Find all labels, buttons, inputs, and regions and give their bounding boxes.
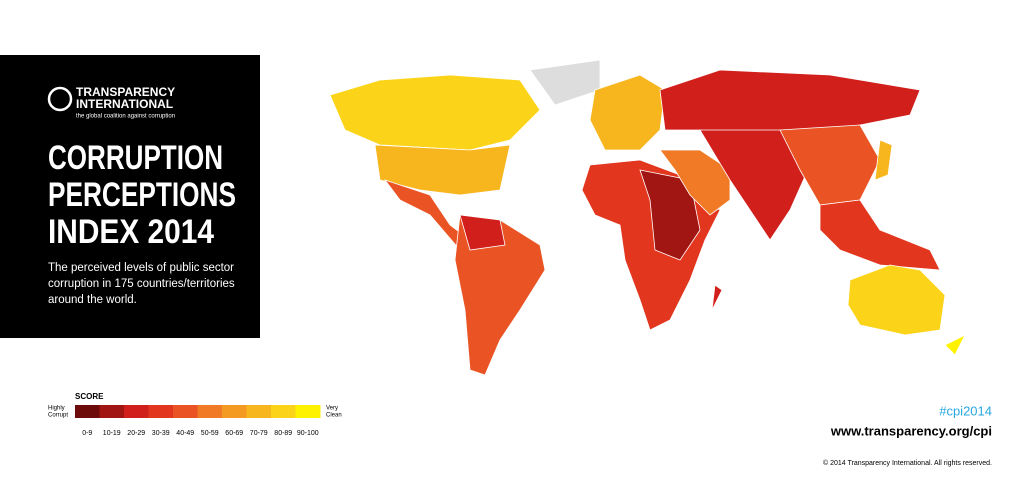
legend-swatch bbox=[124, 405, 149, 418]
description: around the world. bbox=[48, 294, 137, 306]
region bbox=[659, 149, 731, 216]
legend: 0-9 10-19 20-29 30-39 40-49 50-59 60-69 70-79 80… bbox=[75, 405, 321, 437]
legend-swatch bbox=[197, 405, 223, 418]
legend-label: 60-69 bbox=[225, 430, 243, 437]
legend-label: 0-9 bbox=[82, 430, 92, 437]
region bbox=[944, 334, 966, 356]
region bbox=[454, 214, 546, 376]
legend-swatch bbox=[148, 405, 174, 418]
description: corruption in 175 countries/territories bbox=[48, 278, 235, 290]
description: The perceived levels of public sector bbox=[48, 262, 234, 274]
legend-swatch bbox=[222, 405, 247, 418]
legend-swatch bbox=[246, 405, 272, 418]
legend-label: 30-39 bbox=[152, 430, 170, 437]
url: www.transparency.org/cpi bbox=[830, 423, 992, 438]
org-name: INTERNATIONAL bbox=[76, 97, 173, 111]
hashtag: #cpi2014 bbox=[939, 403, 992, 418]
region bbox=[847, 264, 946, 336]
region bbox=[329, 74, 541, 151]
legend-high: Clean bbox=[326, 413, 342, 419]
legend-low: Corrupt bbox=[48, 413, 68, 419]
world-map bbox=[329, 59, 966, 376]
legend-label: 50-59 bbox=[201, 430, 219, 437]
legend-swatch bbox=[271, 405, 296, 418]
legend-title: SCORE bbox=[75, 392, 104, 401]
legend-label: 40-49 bbox=[176, 430, 194, 437]
title: INDEX 2014 bbox=[48, 213, 214, 251]
legend-swatch bbox=[295, 405, 321, 418]
legend-label: 10-19 bbox=[103, 430, 121, 437]
legend-label: 80-89 bbox=[274, 430, 292, 437]
org-name: TRANSPARENCY bbox=[76, 85, 175, 99]
title-panel bbox=[0, 55, 260, 338]
title: CORRUPTION bbox=[48, 139, 223, 177]
region bbox=[459, 214, 506, 251]
region bbox=[589, 74, 666, 151]
region bbox=[819, 199, 941, 271]
tagline: the global coalition against corruption bbox=[76, 114, 175, 120]
region bbox=[711, 284, 723, 311]
region bbox=[874, 139, 893, 181]
legend-swatch bbox=[173, 405, 198, 418]
legend-label: 70-79 bbox=[250, 430, 268, 437]
logo-mark bbox=[47, 86, 73, 112]
copyright: © 2014 Transparency International. All r… bbox=[823, 459, 992, 467]
region bbox=[659, 69, 921, 141]
legend-label: 90-100 bbox=[297, 430, 319, 437]
legend-low: Highly bbox=[48, 406, 65, 412]
legend-swatch bbox=[99, 405, 125, 418]
title: PERCEPTIONS bbox=[48, 176, 236, 214]
legend-label: 20-29 bbox=[127, 430, 145, 437]
legend-high: Very bbox=[326, 406, 338, 412]
legend-swatch bbox=[75, 405, 100, 418]
